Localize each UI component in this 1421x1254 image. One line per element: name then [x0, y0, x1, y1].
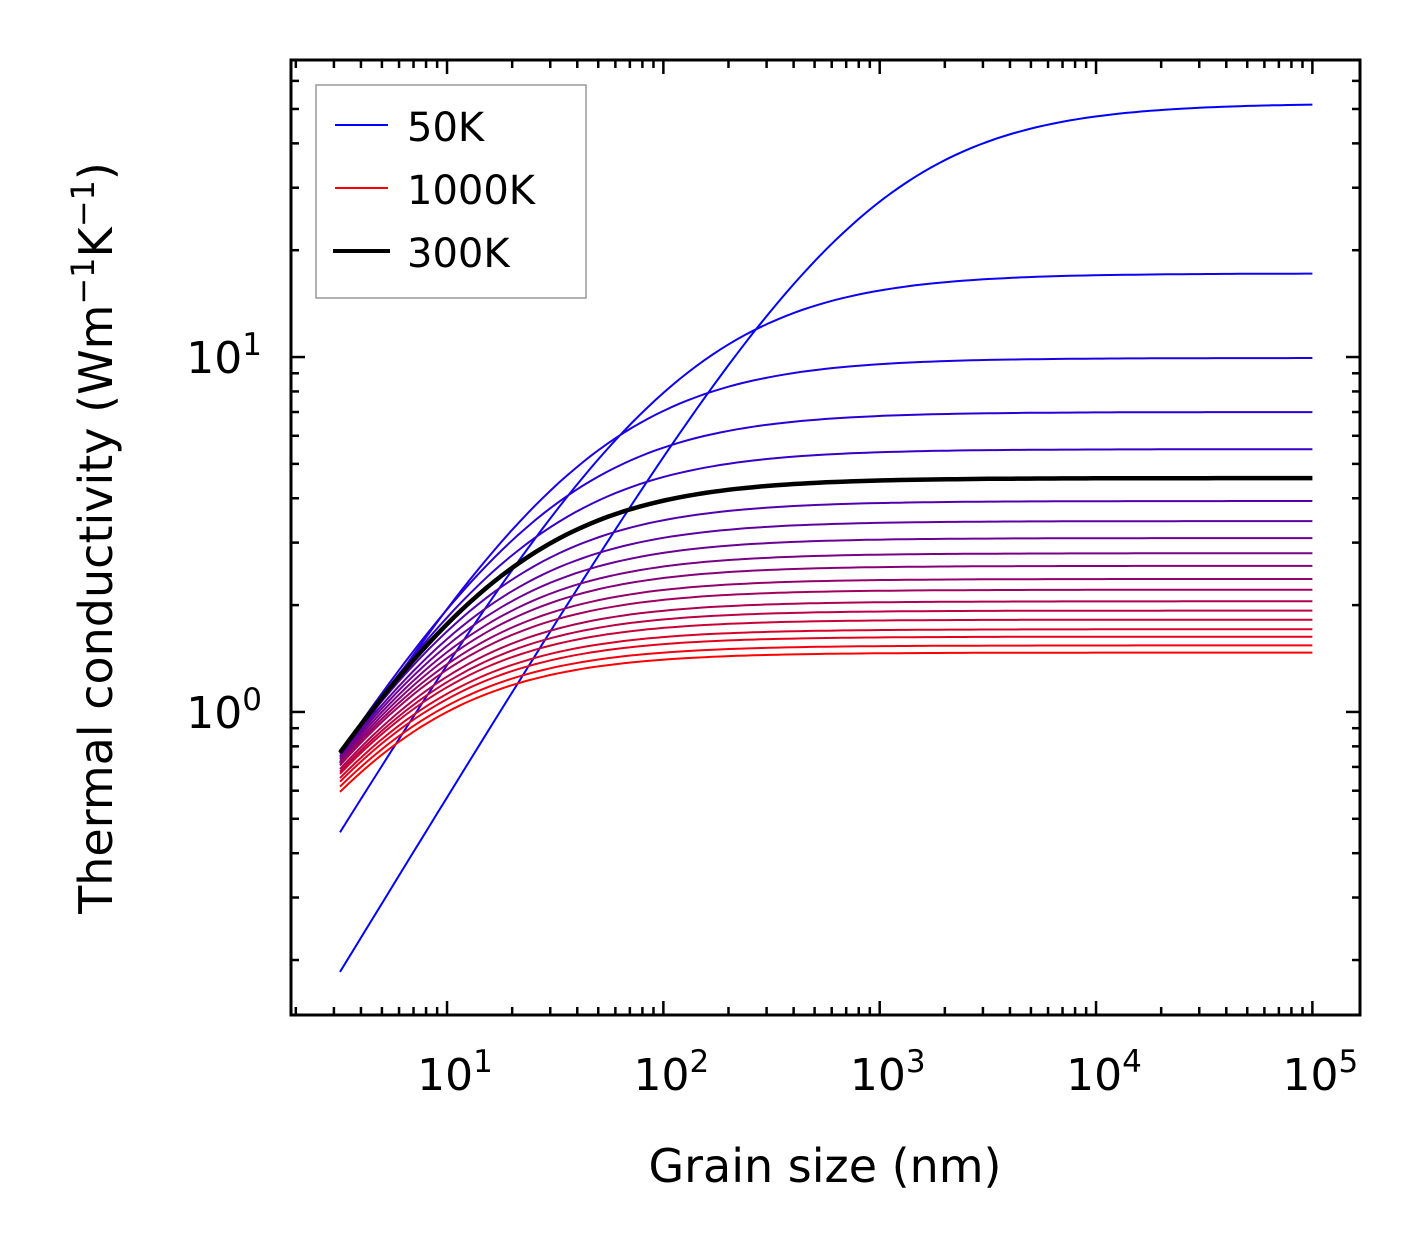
series-line-700k: [339, 600, 1313, 770]
x-axis-label: Grain size (nm): [649, 1139, 1002, 1193]
plot-frame: [289, 58, 1362, 1017]
y-tick-label: 101: [186, 327, 262, 384]
series-line-900k: [339, 635, 1313, 783]
y-tick-label: 100: [186, 682, 262, 739]
series-line-250k: [339, 448, 1313, 754]
series-line-200k: [339, 411, 1313, 754]
series-line-100k: [339, 272, 1313, 833]
series-line-950k: [339, 644, 1313, 788]
series-line-1000k: [339, 651, 1313, 793]
x-tick-label: 101: [417, 1044, 493, 1101]
legend-label-300k: 300K: [407, 231, 511, 277]
ticks-layer: [291, 60, 1360, 1015]
series-line-450k: [339, 537, 1313, 759]
curves-layer: [338, 103, 1313, 973]
series-line-800k: [339, 618, 1313, 775]
series-line-400k: [339, 520, 1313, 757]
legend-label-50k: 50K: [407, 105, 486, 151]
series-line-150k: [339, 357, 1313, 764]
x-tick-label: 103: [850, 1044, 926, 1101]
y-tick-labels: 100 101: [186, 327, 262, 739]
series-line-350k: [339, 500, 1313, 755]
legend-frame: [315, 84, 587, 299]
legend-label-1000k: 1000K: [407, 168, 537, 214]
series-line-750k: [339, 609, 1313, 773]
series-line-600k: [339, 578, 1313, 765]
x-tick-labels: 101 102 103 104 105: [417, 1044, 1358, 1101]
series-line-850k: [339, 628, 1313, 779]
series-line-50k: [339, 103, 1313, 973]
y-axis-label: Thermal conductivity (Wm−1K−1): [64, 162, 123, 915]
series-line-550k: [339, 564, 1313, 763]
legend: 50K 1000K 300K: [315, 84, 587, 299]
series-line-500k: [339, 552, 1313, 761]
series-line-300k: [338, 475, 1313, 754]
x-tick-label: 104: [1066, 1044, 1142, 1101]
x-tick-label: 105: [1283, 1044, 1359, 1101]
x-tick-label: 102: [634, 1044, 710, 1101]
series-line-650k: [339, 588, 1313, 767]
